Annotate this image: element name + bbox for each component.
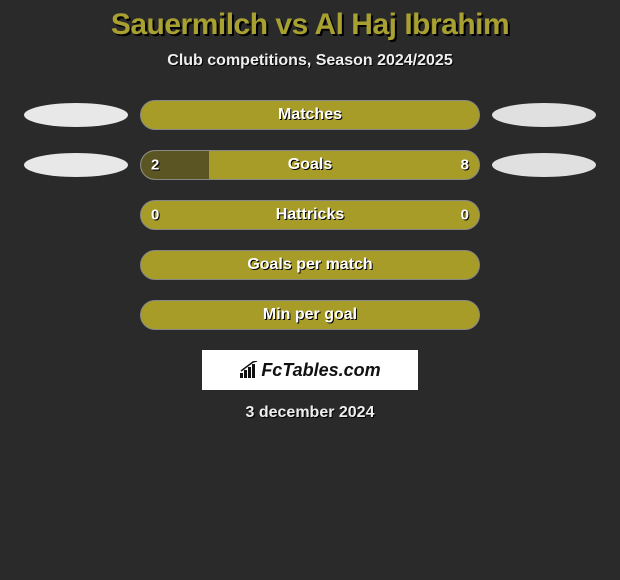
date-text: 3 december 2024 [0, 404, 620, 422]
stat-row: 0 Hattricks 0 [0, 200, 620, 230]
logo-text: FcTables.com [261, 360, 380, 381]
bar-value-right: 0 [461, 207, 469, 224]
stat-bar: 2 Goals 8 [140, 150, 480, 180]
bar-value-left: 2 [151, 157, 159, 174]
bar-value-left: 0 [151, 207, 159, 224]
stat-bar: Matches [140, 100, 480, 130]
right-avatar-oval [492, 103, 596, 127]
right-avatar-oval [492, 153, 596, 177]
bar-label: Hattricks [276, 206, 344, 224]
bar-label: Matches [278, 106, 342, 124]
bar-value-right: 8 [461, 157, 469, 174]
page-title: Sauermilch vs Al Haj Ibrahim [0, 8, 620, 42]
stat-bar: Goals per match [140, 250, 480, 280]
stat-bar: 0 Hattricks 0 [140, 200, 480, 230]
subtitle: Club competitions, Season 2024/2025 [0, 52, 620, 70]
chart-icon [239, 361, 259, 379]
stats-rows: Matches 2 Goals 8 0 Hattricks 0 Goals per match… [0, 100, 620, 330]
logo-box: FcTables.com [202, 350, 418, 390]
stat-row: Goals per match [0, 250, 620, 280]
bar-label: Goals [288, 156, 332, 174]
stat-row: Min per goal [0, 300, 620, 330]
stat-row: Matches [0, 100, 620, 130]
left-avatar-oval [24, 153, 128, 177]
left-avatar-oval [24, 103, 128, 127]
bar-label: Goals per match [247, 256, 372, 274]
stat-row: 2 Goals 8 [0, 150, 620, 180]
bar-label: Min per goal [263, 306, 357, 324]
stat-bar: Min per goal [140, 300, 480, 330]
